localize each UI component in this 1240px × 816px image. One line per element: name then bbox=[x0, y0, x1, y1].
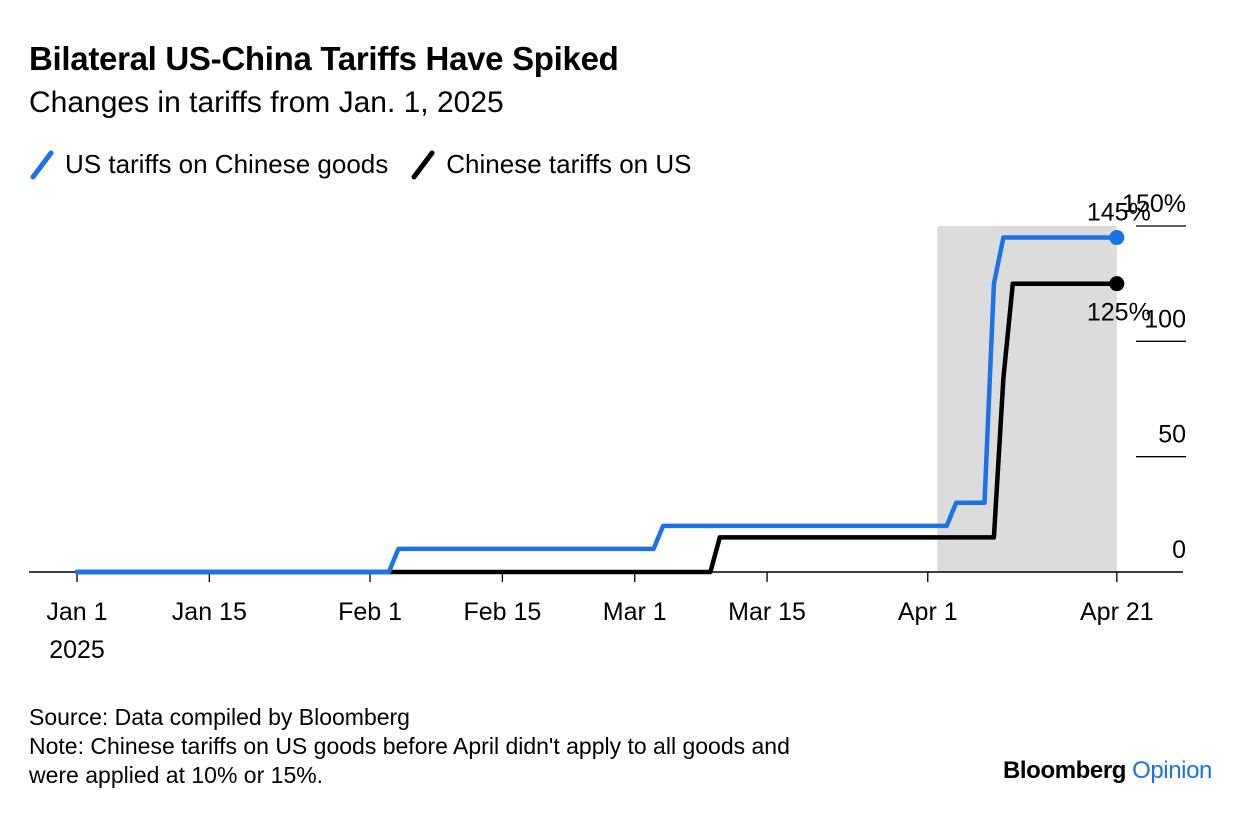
end-label-chinese-tariffs: 125% bbox=[1087, 299, 1151, 327]
x-tick-label: Mar 1 bbox=[603, 598, 667, 626]
legend-item-us-tariffs: US tariffs on Chinese goods bbox=[29, 147, 388, 181]
end-point-chinese-tariffs bbox=[1109, 276, 1125, 292]
highlight-band bbox=[937, 226, 1117, 572]
end-label-us-tariffs: 145% bbox=[1087, 199, 1151, 227]
brand-product: Opinion bbox=[1132, 757, 1212, 784]
legend-swatch-black-icon bbox=[411, 150, 435, 180]
x-tick-label: Feb 15 bbox=[463, 598, 541, 626]
footnote-line-1: Note: Chinese tariffs on US goods before… bbox=[29, 733, 790, 759]
chart-title: Bilateral US-China Tariffs Have Spiked bbox=[29, 40, 619, 77]
x-tick-label: Feb 1 bbox=[338, 598, 402, 626]
x-tick-sublabel: 2025 bbox=[49, 636, 105, 664]
source-note: Source: Data compiled by Bloomberg bbox=[29, 704, 410, 730]
x-tick-label: Jan 1 bbox=[46, 598, 107, 626]
legend-swatch-blue-icon bbox=[30, 150, 54, 180]
y-tick-label: 0 bbox=[1172, 536, 1186, 564]
chart-subtitle: Changes in tariffs from Jan. 1, 2025 bbox=[29, 86, 504, 119]
x-tick-label: Jan 15 bbox=[172, 598, 247, 626]
series-line-chinese-tariffs bbox=[74, 281, 1120, 575]
y-tick-label: 100 bbox=[1144, 305, 1186, 333]
y-tick-label: 50 bbox=[1158, 421, 1186, 449]
chart-legend: US tariffs on Chinese goods Chinese tari… bbox=[29, 147, 713, 181]
legend-label-us-tariffs: US tariffs on Chinese goods bbox=[65, 148, 389, 179]
x-tick-label: Apr 21 bbox=[1080, 598, 1154, 626]
series-line-us-tariffs bbox=[74, 235, 1120, 575]
brand-name: Bloomberg bbox=[1002, 757, 1127, 784]
legend-item-chinese-tariffs: Chinese tariffs on US bbox=[410, 147, 691, 181]
legend-label-chinese-tariffs: Chinese tariffs on US bbox=[446, 148, 692, 179]
x-tick-label: Apr 1 bbox=[898, 598, 958, 626]
footnote-line-2: were applied at 10% or 15%. bbox=[29, 762, 324, 788]
end-point-us-tariffs bbox=[1109, 230, 1125, 246]
y-tick-label: 150% bbox=[1122, 190, 1186, 218]
bloomberg-opinion-logo: Bloomberg Opinion bbox=[1003, 757, 1212, 785]
chart-footer: Source: Data compiled by Bloomberg Note:… bbox=[29, 703, 790, 790]
x-tick-label: Mar 15 bbox=[728, 598, 806, 626]
